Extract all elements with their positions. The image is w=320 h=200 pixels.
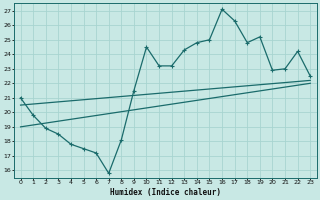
- X-axis label: Humidex (Indice chaleur): Humidex (Indice chaleur): [110, 188, 221, 197]
